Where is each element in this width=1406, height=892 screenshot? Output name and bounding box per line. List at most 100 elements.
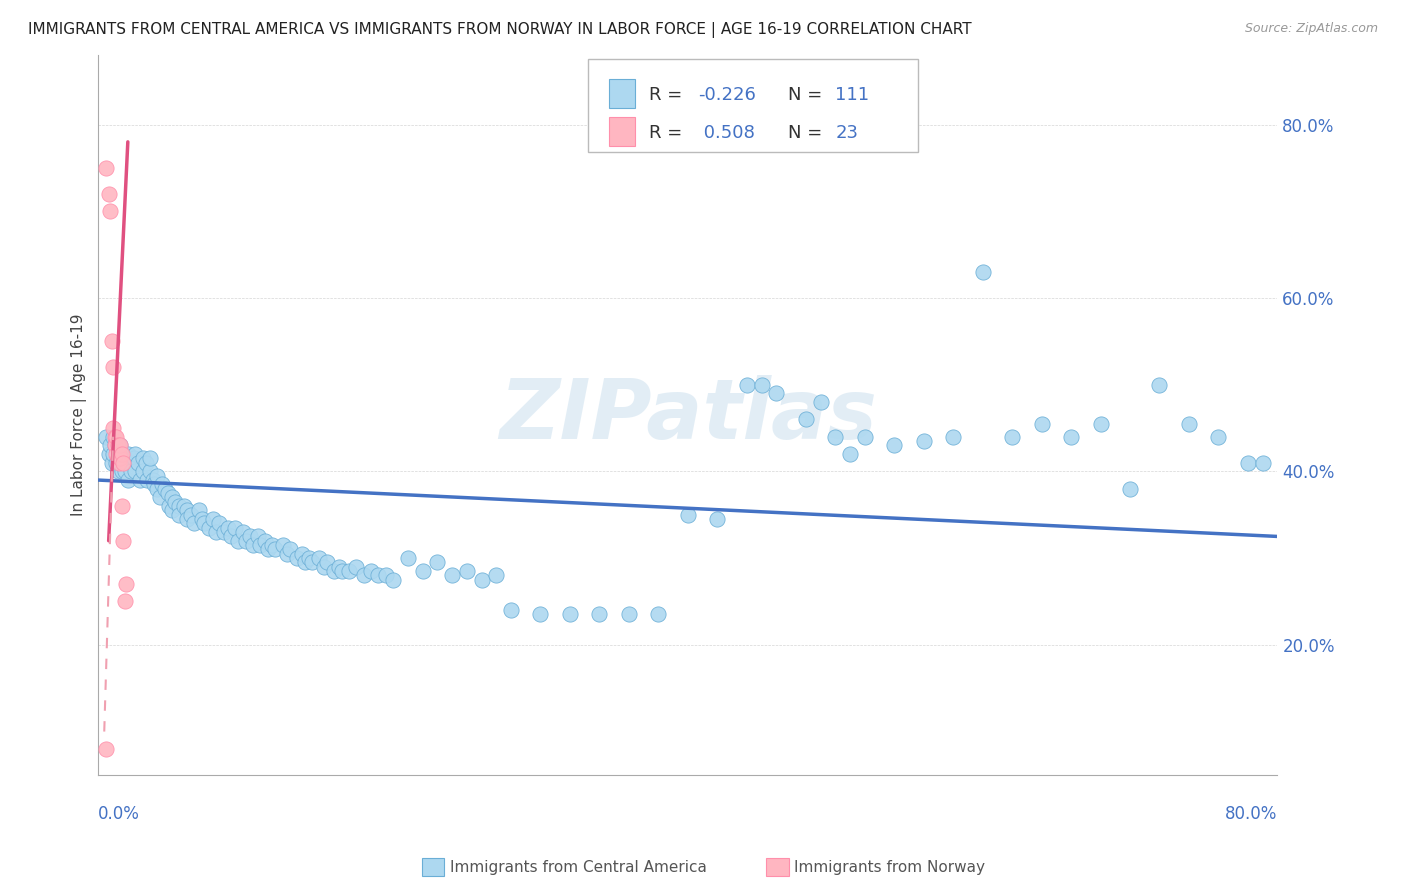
Point bbox=[1237, 456, 1260, 470]
Point bbox=[97, 186, 120, 201]
Point bbox=[315, 556, 337, 570]
Point bbox=[232, 525, 254, 540]
Point bbox=[308, 551, 330, 566]
Point bbox=[112, 447, 135, 461]
Point bbox=[396, 551, 419, 566]
Point bbox=[456, 564, 478, 578]
Point bbox=[353, 568, 375, 582]
Point bbox=[228, 533, 250, 548]
Point bbox=[110, 438, 132, 452]
Point bbox=[160, 491, 183, 505]
Point bbox=[122, 451, 145, 466]
Text: ZIPatlas: ZIPatlas bbox=[499, 375, 877, 456]
Point bbox=[128, 473, 150, 487]
Point bbox=[110, 456, 132, 470]
Point bbox=[105, 456, 128, 470]
Point bbox=[100, 334, 122, 349]
Point bbox=[367, 568, 389, 582]
Point bbox=[1060, 430, 1083, 444]
Point bbox=[127, 456, 149, 470]
Point bbox=[117, 447, 139, 461]
Point bbox=[224, 521, 246, 535]
Point bbox=[94, 161, 117, 175]
Point bbox=[101, 430, 124, 444]
Point bbox=[912, 434, 935, 448]
Point bbox=[107, 438, 129, 452]
Text: 0.0%: 0.0% bbox=[98, 805, 141, 823]
Point bbox=[441, 568, 464, 582]
Text: 80.0%: 80.0% bbox=[1225, 805, 1278, 823]
Point bbox=[114, 594, 136, 608]
Point bbox=[97, 447, 120, 461]
Point bbox=[470, 573, 492, 587]
Point bbox=[765, 386, 787, 401]
Point bbox=[108, 447, 131, 461]
Point bbox=[111, 464, 134, 478]
Point bbox=[98, 204, 121, 219]
Point bbox=[239, 529, 262, 543]
Point bbox=[156, 486, 179, 500]
Point bbox=[972, 265, 994, 279]
Point bbox=[117, 473, 139, 487]
Point bbox=[160, 503, 183, 517]
Point bbox=[110, 451, 132, 466]
Point bbox=[131, 464, 153, 478]
Text: R =: R = bbox=[650, 124, 688, 142]
Point bbox=[344, 559, 367, 574]
Point bbox=[120, 456, 142, 470]
Point bbox=[883, 438, 905, 452]
Text: 23: 23 bbox=[835, 124, 858, 142]
Point bbox=[169, 499, 191, 513]
Point bbox=[485, 568, 508, 582]
Point bbox=[163, 495, 186, 509]
Point bbox=[173, 499, 195, 513]
Point bbox=[105, 430, 128, 444]
Point bbox=[278, 542, 301, 557]
Point bbox=[301, 556, 323, 570]
Text: 111: 111 bbox=[835, 86, 869, 103]
Point bbox=[810, 395, 832, 409]
Point bbox=[529, 607, 551, 622]
Point bbox=[98, 438, 121, 452]
Point bbox=[142, 473, 165, 487]
Point bbox=[149, 491, 172, 505]
Point bbox=[426, 556, 449, 570]
Point bbox=[558, 607, 581, 622]
Point bbox=[124, 464, 146, 478]
Point bbox=[328, 559, 350, 574]
Point bbox=[839, 447, 862, 461]
Point bbox=[176, 512, 198, 526]
Point bbox=[101, 421, 124, 435]
FancyBboxPatch shape bbox=[588, 59, 918, 153]
Text: N =: N = bbox=[789, 86, 828, 103]
Point bbox=[647, 607, 669, 622]
Text: Source: ZipAtlas.com: Source: ZipAtlas.com bbox=[1244, 22, 1378, 36]
Point bbox=[202, 512, 225, 526]
Point bbox=[150, 477, 173, 491]
Y-axis label: In Labor Force | Age 16-19: In Labor Force | Age 16-19 bbox=[72, 314, 87, 516]
Point bbox=[157, 499, 180, 513]
Point bbox=[853, 430, 876, 444]
Text: -0.226: -0.226 bbox=[699, 86, 756, 103]
Point bbox=[183, 516, 205, 531]
Point bbox=[298, 551, 321, 566]
Point bbox=[169, 508, 191, 522]
Point bbox=[323, 564, 346, 578]
Point bbox=[1119, 482, 1142, 496]
Point bbox=[120, 464, 142, 478]
Point bbox=[111, 499, 134, 513]
Point bbox=[107, 464, 129, 478]
Point bbox=[212, 525, 235, 540]
Point bbox=[706, 512, 728, 526]
Point bbox=[131, 451, 153, 466]
Point bbox=[794, 412, 817, 426]
Point bbox=[253, 533, 276, 548]
Point bbox=[262, 538, 284, 552]
Point bbox=[360, 564, 382, 578]
Point bbox=[1178, 417, 1201, 431]
Text: R =: R = bbox=[650, 86, 688, 103]
Point bbox=[107, 438, 129, 452]
Point bbox=[146, 482, 169, 496]
Point bbox=[108, 456, 131, 470]
Point bbox=[219, 529, 242, 543]
